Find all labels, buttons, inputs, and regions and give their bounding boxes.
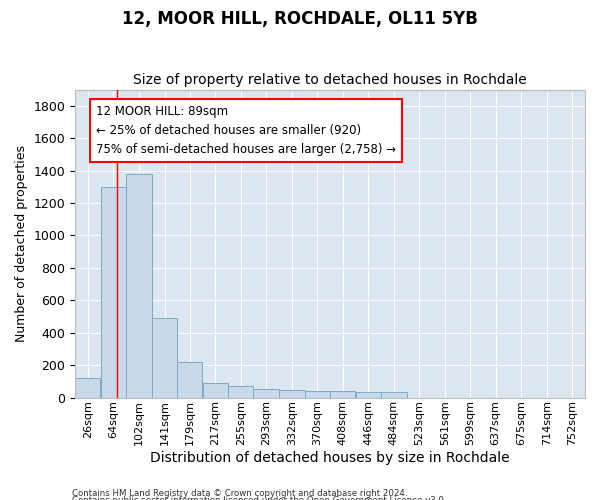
Text: 12 MOOR HILL: 89sqm
← 25% of detached houses are smaller (920)
75% of semi-detac: 12 MOOR HILL: 89sqm ← 25% of detached ho… bbox=[95, 105, 395, 156]
Title: Size of property relative to detached houses in Rochdale: Size of property relative to detached ho… bbox=[133, 73, 527, 87]
X-axis label: Distribution of detached houses by size in Rochdale: Distribution of detached houses by size … bbox=[150, 451, 510, 465]
Bar bbox=[152, 318, 177, 398]
Bar bbox=[203, 383, 228, 398]
Bar bbox=[356, 392, 380, 398]
Bar bbox=[178, 362, 202, 398]
Text: 12, MOOR HILL, ROCHDALE, OL11 5YB: 12, MOOR HILL, ROCHDALE, OL11 5YB bbox=[122, 10, 478, 28]
Bar bbox=[126, 174, 152, 398]
Bar bbox=[101, 187, 126, 398]
Bar bbox=[305, 391, 330, 398]
Bar bbox=[381, 392, 407, 398]
Bar bbox=[75, 378, 100, 398]
Text: Contains public sector information licensed under the Open Government Licence v3: Contains public sector information licen… bbox=[72, 496, 446, 500]
Bar bbox=[228, 386, 253, 398]
Bar bbox=[280, 390, 305, 398]
Bar bbox=[330, 392, 355, 398]
Text: Contains HM Land Registry data © Crown copyright and database right 2024.: Contains HM Land Registry data © Crown c… bbox=[72, 488, 407, 498]
Y-axis label: Number of detached properties: Number of detached properties bbox=[15, 145, 28, 342]
Bar bbox=[253, 388, 279, 398]
